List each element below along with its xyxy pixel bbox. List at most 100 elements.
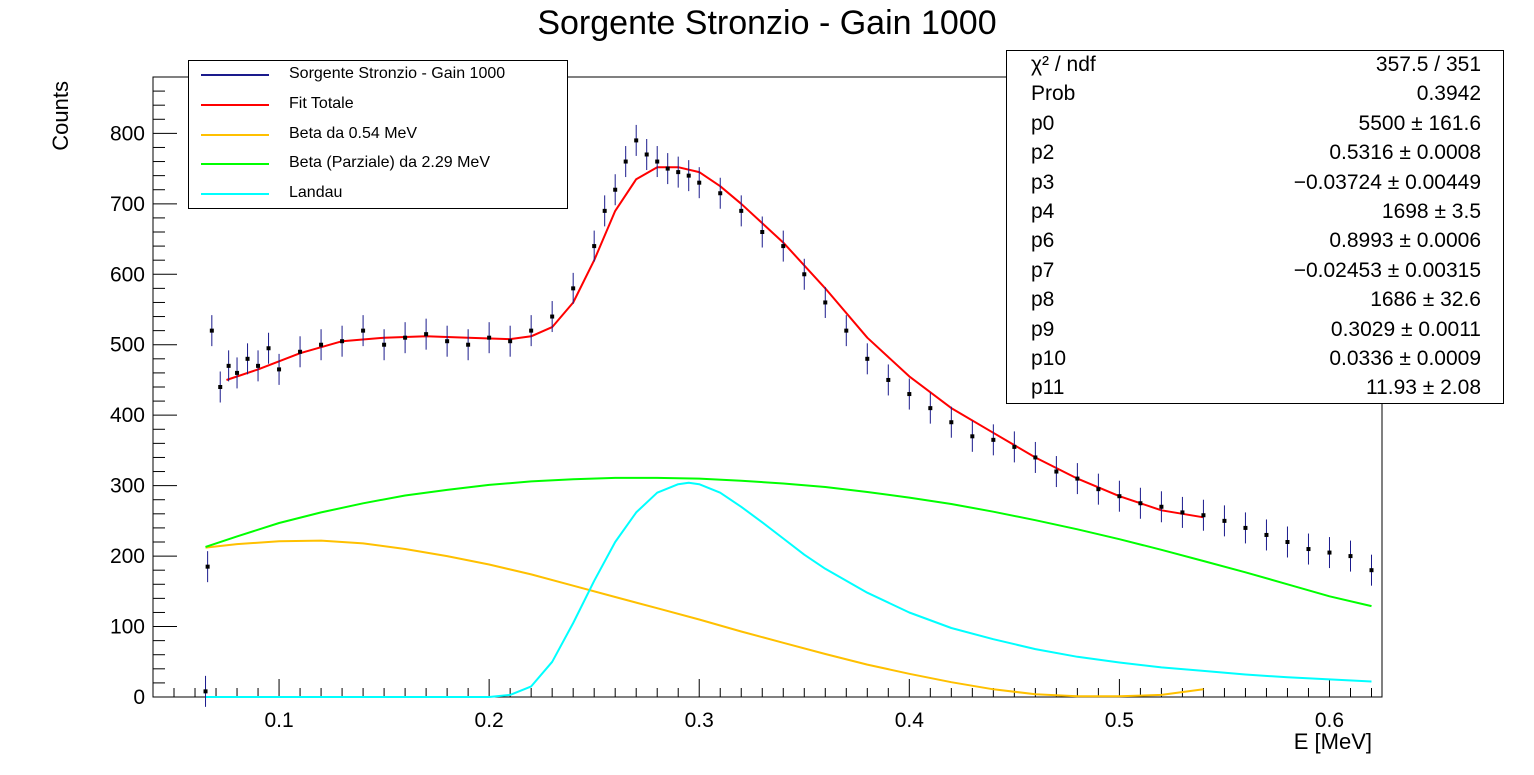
legend-swatch-beta-054 [201, 134, 269, 136]
x-tick-label: 0.3 [685, 709, 714, 732]
stats-name: p8 [1031, 288, 1055, 312]
data-point [665, 166, 670, 171]
data-point [1117, 494, 1122, 499]
data-point [1306, 547, 1311, 552]
data-point [602, 208, 607, 213]
series-line-beta-parziale-da-2-29-mev [205, 476, 1372, 608]
stats-row: p7 −0.02453 ± 0.00315 [1007, 257, 1503, 286]
stats-value: 0.3942 [1416, 82, 1481, 106]
data-point [466, 342, 471, 347]
data-point [1033, 455, 1038, 460]
stats-name: p7 [1031, 258, 1055, 282]
data-point [382, 342, 387, 347]
stats-name: p11 [1031, 376, 1065, 400]
x-axis-label: E [MeV] [1294, 729, 1372, 754]
stats-name: p4 [1031, 200, 1055, 223]
legend-label-beta-054: Beta da 0.54 MeV [289, 125, 418, 142]
stats-value: 5500 ± 161.6 [1358, 111, 1481, 135]
data-point [634, 138, 639, 143]
data-point [319, 342, 324, 347]
data-point [508, 339, 513, 344]
data-point [245, 356, 250, 361]
data-point [445, 339, 450, 344]
stats-row: p2 0.5316 ± 0.0008 [1007, 139, 1503, 168]
data-point [592, 244, 597, 249]
stats-value: 1686 ± 32.6 [1370, 288, 1481, 312]
data-point [1138, 501, 1143, 506]
legend-item-data: Sorgente Stronzio - Gain 1000 [189, 61, 567, 91]
x-tick-label: 0.6 [1315, 709, 1344, 732]
data-point [203, 689, 208, 694]
data-point [424, 332, 429, 337]
y-tick-label: 400 [110, 404, 145, 427]
stats-row: p0 5500 ± 161.6 [1007, 110, 1503, 139]
stats-row: p10 0.0336 ± 0.0009 [1007, 345, 1503, 374]
data-point [718, 191, 723, 196]
data-point [361, 328, 366, 333]
legend-swatch-data [201, 74, 269, 76]
data-point [266, 346, 271, 351]
stats-value: 1698 ± 3.5 [1381, 200, 1481, 223]
data-point [823, 300, 828, 305]
data-point [886, 377, 891, 382]
legend-label-beta-229: Beta (Parziale) da 2.29 MeV [289, 154, 490, 171]
legend-item-fit-totale: Fit Totale [189, 91, 567, 121]
data-point [571, 286, 576, 291]
data-point [613, 187, 618, 192]
y-tick-label: 500 [110, 334, 145, 357]
data-point [1222, 518, 1227, 523]
data-point [550, 314, 555, 319]
x-tick-label: 0.2 [475, 709, 504, 732]
data-point [1075, 476, 1080, 481]
data-point [209, 328, 214, 333]
stats-value: 0.8993 ± 0.0006 [1329, 229, 1481, 253]
x-tick-label: 0.1 [264, 709, 293, 732]
data-point [340, 339, 345, 344]
stats-name: p10 [1031, 347, 1067, 370]
y-tick-label: 0 [133, 686, 145, 709]
stats-name: p3 [1031, 170, 1055, 194]
data-point [697, 180, 702, 185]
legend-label-data: Sorgente Stronzio - Gain 1000 [289, 65, 506, 82]
y-tick-label: 700 [110, 193, 145, 216]
data-point [1243, 525, 1248, 530]
data-point [218, 385, 223, 389]
data-point [760, 230, 765, 234]
stats-row: p9 0.3029 ± 0.0011 [1007, 316, 1503, 345]
data-point [644, 152, 649, 157]
data-point [226, 363, 231, 368]
data-point [487, 335, 492, 340]
data-point [1180, 510, 1185, 515]
fit-stats-box: χ² / ndf 357.5 / 351 Prob 0.3942 p0 5500 ± … [1006, 50, 1504, 404]
data-point [205, 564, 210, 569]
stats-value: −0.03724 ± 0.00449 [1293, 170, 1481, 194]
data-point [1096, 487, 1101, 492]
data-point [1054, 469, 1059, 474]
data-point [1327, 550, 1332, 555]
data-point [623, 159, 628, 164]
stats-row: Prob 0.3942 [1007, 80, 1503, 109]
y-axis-label: Counts [48, 81, 73, 151]
data-point [802, 272, 807, 277]
stats-name: p9 [1031, 317, 1055, 341]
data-point [403, 335, 408, 340]
stats-name: p2 [1031, 141, 1055, 165]
stats-row: p3 −0.03724 ± 0.00449 [1007, 169, 1503, 198]
data-point [1285, 540, 1290, 544]
stats-row: p4 1698 ± 3.5 [1007, 198, 1503, 227]
data-point [991, 437, 996, 442]
data-point [949, 420, 954, 425]
y-tick-label: 300 [110, 475, 145, 498]
y-tick-label: 100 [110, 616, 145, 639]
stats-name: p6 [1031, 229, 1055, 253]
data-point [781, 244, 786, 249]
stats-value: 0.0336 ± 0.0009 [1329, 347, 1481, 370]
legend-label-fit-totale: Fit Totale [289, 95, 354, 112]
legend-item-landau: Landau [189, 180, 567, 210]
data-point [739, 208, 744, 213]
data-point [1201, 513, 1206, 518]
data-point [686, 173, 691, 178]
data-point [907, 392, 912, 397]
stats-value: 0.5316 ± 0.0008 [1329, 141, 1481, 165]
